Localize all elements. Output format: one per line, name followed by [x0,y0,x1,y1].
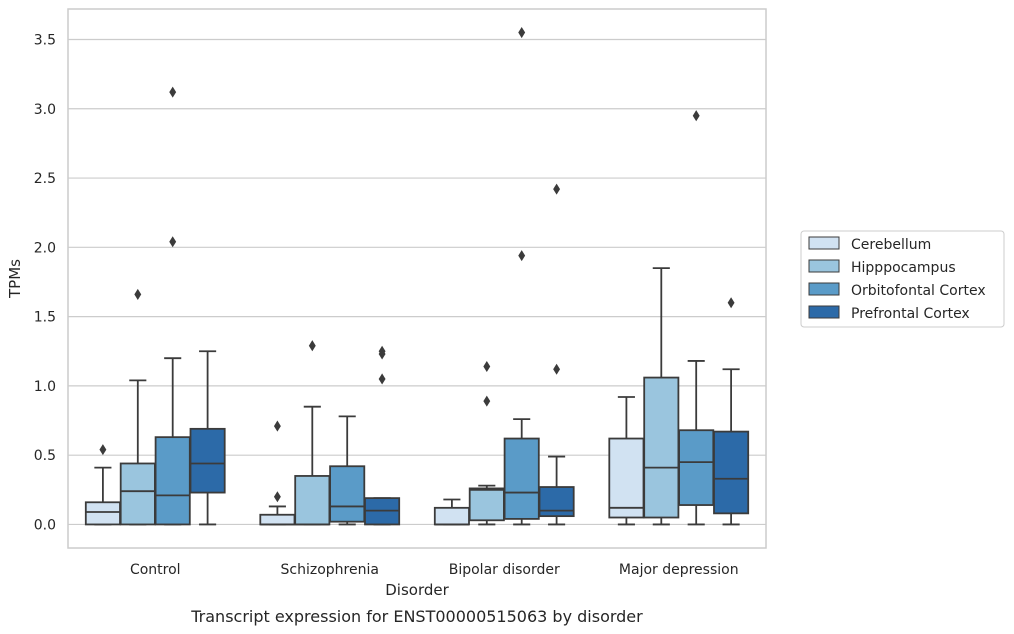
box-3-0 [608,396,645,526]
x-tick-label: Schizophrenia [281,562,379,578]
box-1-0 [259,420,296,526]
outlier-point [273,491,281,503]
box-iqr [329,465,366,523]
outlier-point [727,297,735,309]
box-iqr [84,501,121,526]
y-tick-label: 2.5 [34,171,56,187]
x-tick-labels: Control Schizophrenia Bipolar disorder Majo… [130,562,739,578]
box-iqr [538,486,575,518]
box-iqr [643,376,680,519]
x-axis-title: Disorder [385,581,449,599]
legend-swatch [808,259,840,273]
box-iqr [608,437,645,519]
x-tick-label: Control [130,562,181,578]
box-iqr [433,506,470,526]
legend-label: Hipppocampus [851,260,956,276]
legend-swatch [808,236,840,250]
y-axis-title: TPMs [6,259,24,299]
y-tick-label: 3.0 [34,102,56,118]
box-layer [84,27,750,526]
box-0-1 [119,288,156,526]
outlier-point [378,345,386,357]
legend-label: Prefrontal Cortex [851,306,970,322]
box-3-1 [643,267,680,526]
box-0-2 [154,86,191,526]
legend-label: Cerebellum [851,237,931,253]
chart-caption: Transcript expression for ENST0000051506… [190,607,643,626]
legend-frame [800,230,1005,328]
outlier-point [553,183,561,195]
outlier-point [483,395,491,407]
y-tick-label: 1.0 [34,379,56,395]
box-0-3 [189,350,226,526]
box-2-0 [433,498,470,526]
y-tick-label: 3.5 [34,32,56,48]
box-iqr [119,462,156,526]
y-tick-label: 0.5 [34,448,56,464]
outlier-point [483,360,491,373]
box-iqr [678,429,715,506]
box-iqr [259,513,296,526]
plot-frame [67,8,767,549]
y-tick-label: 2.0 [34,240,56,256]
box-iqr [189,427,226,494]
box-1-2 [329,415,366,526]
legend-swatch [808,282,840,296]
box-1-1 [294,340,331,526]
outlier-point [692,110,700,122]
outlier-point [378,373,386,385]
outlier-point [553,363,561,375]
outlier-point [518,250,526,262]
outlier-point [169,236,177,248]
x-tick-label: Bipolar disorder [449,562,560,578]
box-iqr [468,487,505,522]
outlier-point [99,444,107,456]
box-0-0 [84,444,121,526]
legend: Cerebellum Hipppocampus Orbitofontal Corte… [800,230,1005,328]
box-iqr [154,436,191,526]
y-tick-label: 1.5 [34,310,56,326]
box-3-3 [713,297,750,526]
y-tick-labels: 0.0 0.5 1.0 1.5 2.0 2.5 3.0 3.5 [34,32,56,533]
outlier-point [273,420,281,432]
x-tick-label: Major depression [619,562,739,578]
legend-label: Orbitofontal Cortex [851,283,986,299]
box-1-3 [364,345,401,526]
outlier-point [518,27,526,39]
box-iqr [294,475,331,526]
box-2-2 [503,27,540,526]
outlier-point [134,288,142,300]
box-2-3 [538,183,575,526]
outlier-point [169,86,177,98]
outlier-point [308,340,316,352]
y-tick-label: 0.0 [34,517,56,533]
legend-swatch [808,305,840,319]
box-3-2 [678,110,715,526]
box-iqr [713,430,750,515]
box-iqr [503,437,540,520]
